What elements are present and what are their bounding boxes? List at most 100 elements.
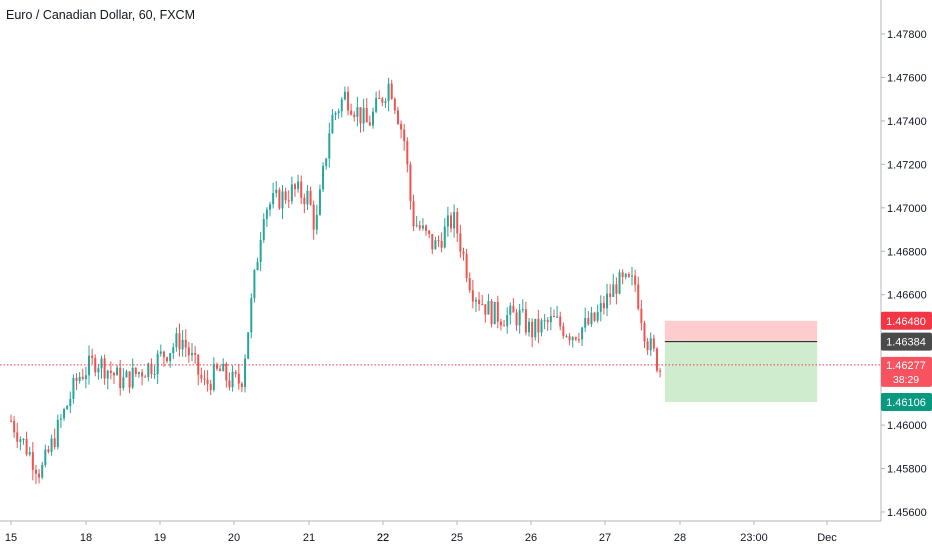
candle-body (197, 354, 200, 375)
candle (425, 224, 428, 236)
candle (434, 236, 437, 250)
candle (59, 414, 62, 428)
candle (47, 445, 50, 454)
candle (559, 311, 562, 331)
candle-body (16, 432, 19, 442)
candle-body (38, 473, 41, 478)
candle (181, 329, 184, 357)
candle-body (231, 371, 234, 388)
candle-body (437, 240, 440, 242)
candle (646, 337, 649, 355)
candle (562, 322, 565, 339)
candle (278, 187, 281, 210)
candle (412, 194, 415, 231)
candle-body (262, 218, 265, 240)
candle (581, 326, 584, 346)
candle-body (269, 204, 272, 210)
candle (606, 283, 609, 317)
candle (290, 176, 293, 205)
candle-body (322, 165, 325, 190)
candle (574, 336, 577, 342)
current-price-badge[interactable]: 1.46277 38:29 (881, 356, 932, 387)
candle (543, 314, 546, 330)
candle (322, 162, 325, 193)
candle-body (175, 333, 178, 348)
take-profit-zone[interactable] (664, 341, 818, 403)
entry-price-badge[interactable]: 1.46384 (881, 332, 932, 351)
candle (431, 234, 434, 255)
candle-body (153, 373, 156, 375)
candle-body (462, 251, 465, 254)
candle (627, 272, 630, 278)
candle-body (375, 98, 378, 112)
candle-body (34, 469, 37, 474)
candle (137, 371, 140, 378)
candle (556, 305, 559, 319)
candle-body (481, 303, 484, 305)
candle (468, 272, 471, 293)
stop-price-badge-bg (881, 311, 932, 330)
candle (512, 298, 515, 313)
stop-price-badge[interactable]: 1.46480 (881, 311, 932, 330)
candle-body (615, 284, 618, 294)
stop-price-badge-label: 1.46480 (886, 316, 926, 328)
candle (297, 174, 300, 193)
candle-body (371, 111, 374, 126)
candle-body (655, 348, 658, 371)
candle-body (562, 326, 565, 337)
candle-body (203, 378, 206, 380)
candle-body (478, 299, 481, 304)
target-price-badge[interactable]: 1.46106 (881, 393, 932, 412)
candle-body (212, 364, 215, 391)
candle (618, 269, 621, 295)
candle (309, 186, 312, 206)
candle-body (281, 191, 284, 209)
candle (459, 224, 462, 258)
candle (63, 407, 66, 421)
target-price-badge-label: 1.46106 (886, 397, 926, 409)
candle-body (131, 367, 134, 388)
candle (222, 358, 225, 372)
candle-body (31, 452, 34, 470)
candle-body (362, 107, 365, 124)
candle-body (509, 305, 512, 315)
entry-price-badge-label: 1.46384 (886, 337, 926, 349)
candle (28, 446, 31, 457)
x-tick-label: 22 (377, 532, 389, 544)
stop-loss-zone[interactable] (664, 320, 818, 342)
candle-body (312, 204, 315, 230)
candle-body (490, 301, 493, 325)
candle (190, 343, 193, 362)
y-tick-label: 1.47000 (887, 203, 927, 215)
y-tick-label: 1.45800 (887, 464, 927, 476)
candle-body (240, 383, 243, 387)
candle (200, 367, 203, 383)
candle-body (275, 189, 278, 194)
candle (162, 350, 165, 367)
candle (347, 86, 350, 116)
y-tick-label: 1.47800 (887, 29, 927, 41)
candle (228, 372, 231, 391)
candle-body (393, 98, 396, 111)
candle-body (228, 380, 231, 388)
candle-body (649, 338, 652, 351)
candle-body (456, 212, 459, 234)
candle (584, 307, 587, 333)
candle-body (72, 377, 75, 399)
candle (612, 273, 615, 297)
candle-body (141, 372, 144, 377)
candle (303, 193, 306, 214)
candle (25, 431, 28, 457)
candle (481, 294, 484, 306)
candle-body (209, 383, 212, 391)
candle (437, 235, 440, 247)
candle-body (134, 367, 137, 374)
candle-body (387, 83, 390, 102)
candle-body (571, 337, 574, 341)
candle-body (44, 449, 47, 465)
candle (624, 272, 627, 280)
candle (456, 207, 459, 242)
candle-body (250, 298, 253, 333)
